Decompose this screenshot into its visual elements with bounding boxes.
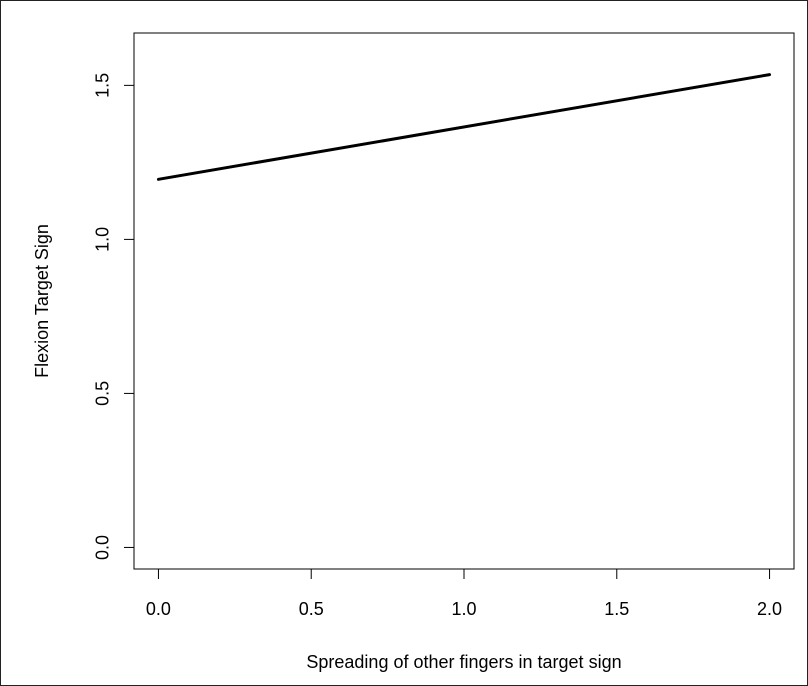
y-tick-label: 0.0	[93, 535, 113, 560]
y-tick-label: 0.5	[93, 381, 113, 406]
x-tick-label: 1.5	[604, 599, 629, 619]
regression-line	[156, 73, 772, 181]
y-tick-label: 1.0	[93, 227, 113, 252]
x-axis: 0.0 0.5 1.0 1.5 2.0	[146, 568, 782, 619]
series-layer	[156, 73, 772, 181]
plot-frame	[133, 32, 795, 570]
x-tick-label: 1.0	[451, 599, 476, 619]
y-tick-label: 1.5	[93, 73, 113, 98]
x-tick-label: 2.0	[757, 599, 782, 619]
x-axis-label: Spreading of other fingers in target sig…	[306, 652, 621, 672]
x-tick-label: 0.0	[146, 599, 171, 619]
y-axis: 0.0 0.5 1.0 1.5	[93, 73, 135, 560]
y-axis-label: Flexion Target Sign	[32, 224, 52, 378]
x-tick-label: 0.5	[299, 599, 324, 619]
